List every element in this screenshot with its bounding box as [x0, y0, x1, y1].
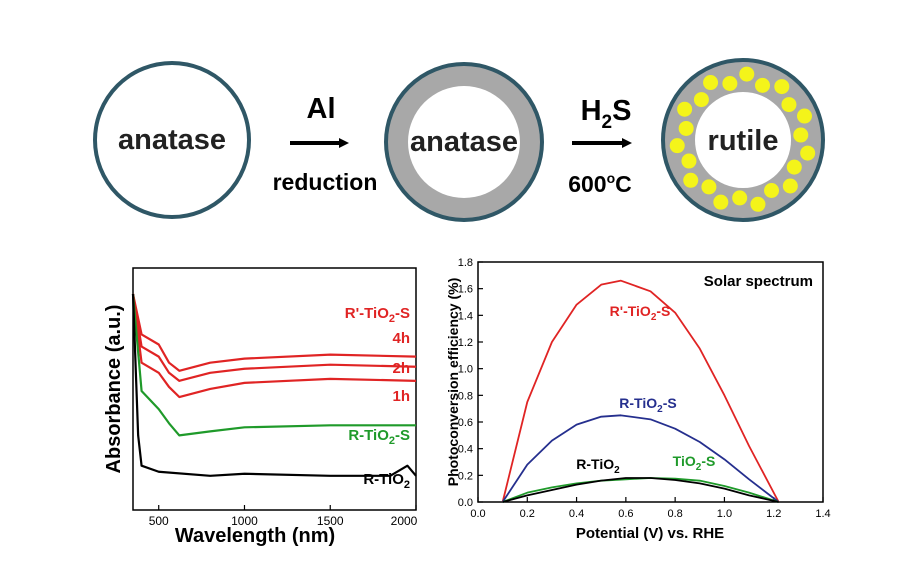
efficiency-line	[501, 279, 780, 503]
arrow2-top-label: H2S	[581, 95, 632, 133]
anatase-core	[408, 86, 520, 198]
y-tick-label: 1.8	[458, 257, 473, 269]
arrow2-bottom-label: 600oC	[568, 170, 632, 197]
series-label: R'-TiO2-S	[610, 303, 671, 323]
series-label: 4h	[392, 330, 410, 347]
series-label: 1h	[392, 388, 410, 405]
axis-ticks: 0.0 0.2 0.4 0.6 0.8 1.0 1.2 1.4 0.0 0.2 0.4 0.6 0.8 1…	[458, 257, 831, 520]
series-labels: R'-TiO2-S 4h 2h 1h R-TiO2-S R-TiO2	[345, 305, 410, 491]
efficiency-line	[502, 477, 779, 503]
series-label: R'-TiO2-S	[345, 305, 410, 325]
absorbance-line	[131, 293, 417, 477]
absorbance-line	[131, 293, 417, 372]
schematic: anatase Al reduction anatase H2S 600oC r…	[93, 58, 825, 222]
sulfurization-arrow: H2S 600oC	[568, 95, 632, 197]
x-tick-label: 0.6	[618, 508, 633, 520]
series-label: TiO2-S	[673, 453, 716, 473]
y-tick-label: 0.4	[458, 444, 473, 456]
series-label: R-TiO2	[576, 456, 620, 476]
sulfur-dot	[678, 120, 694, 136]
sulfur-dot	[722, 76, 738, 92]
anatase-particle: anatase	[93, 61, 251, 219]
sulfur-dot	[713, 194, 729, 210]
sulfur-dot	[786, 159, 802, 175]
anatase-shell-particle: anatase	[384, 62, 544, 222]
efficiency-series	[501, 279, 780, 503]
x-tick-label: 0.4	[569, 508, 584, 520]
y-tick-label: 0.6	[458, 417, 473, 429]
series-label: R-TiO2	[363, 471, 410, 491]
absorbance-series	[131, 293, 417, 477]
sulfur-dot	[739, 66, 755, 82]
y-axis-label: Photoconversion efficiency (%)	[445, 278, 461, 486]
x-tick-label: 0.0	[470, 508, 485, 520]
x-tick-label: 500	[149, 514, 169, 528]
y-tick-label: 1.2	[458, 337, 473, 349]
sulfur-dot	[703, 75, 719, 91]
sulfur-dot	[683, 172, 699, 188]
sulfur-dot	[781, 97, 797, 113]
absorbance-line	[131, 293, 417, 382]
absorbance-chart: 500 1000 1500 2000 R'-TiO2-S4h2h1hR-TiO2-SR…	[103, 267, 418, 547]
x-tick-label: 1000	[231, 514, 258, 528]
sulfur-dot	[677, 101, 693, 117]
efficiency-line	[501, 414, 780, 503]
absorbance-line	[131, 293, 417, 399]
series-label: R-TiO2-S	[619, 395, 676, 415]
step2-label: anatase	[410, 126, 518, 158]
arrow1-bottom-label: reduction	[273, 169, 378, 195]
y-tick-label: 0.0	[458, 497, 473, 509]
x-tick-label: 0.2	[520, 508, 535, 520]
rutile-core	[695, 92, 791, 188]
sulfur-dot	[800, 145, 816, 161]
rutile-particle: rutile	[661, 58, 825, 222]
x-axis-label: Potential (V) vs. RHE	[576, 525, 724, 542]
anatase-circle	[93, 61, 251, 219]
y-tick-label: 1.0	[458, 364, 473, 376]
sulfur-dot	[764, 183, 780, 199]
y-axis-label: Absorbance (a.u.)	[103, 305, 125, 474]
sulfur-dot	[681, 153, 697, 169]
x-tick-label: 1.0	[717, 508, 732, 520]
arrow1-top-label: Al	[307, 93, 336, 125]
sulfur-dot	[732, 190, 748, 206]
sulfur-dot	[750, 196, 766, 212]
plot-frame	[477, 261, 824, 503]
x-tick-label: 2000	[391, 514, 418, 528]
x-axis-ticks: 500 1000 1500 2000	[149, 505, 418, 528]
efficiency-chart: 0.0 0.2 0.4 0.6 0.8 1.0 1.2 1.4 0.0 0.2 0.4 0.6 0.8 1…	[445, 257, 831, 542]
sulfur-dots	[669, 66, 816, 212]
step1-label: anatase	[118, 124, 226, 156]
sulfur-dot	[774, 79, 790, 95]
x-tick-label: 1.2	[766, 508, 781, 520]
x-tick-label: 1500	[317, 514, 344, 528]
sulfur-dot	[693, 92, 709, 108]
series-labels: R'-TiO2-S R-TiO2-S TiO2-S R-TiO2	[576, 303, 715, 476]
plot-frame	[132, 267, 417, 511]
absorbance-line	[131, 293, 416, 437]
y-tick-label: 0.2	[458, 470, 473, 482]
sulfur-dot	[782, 178, 798, 194]
sulfur-dot	[701, 179, 717, 195]
reduction-arrow: Al reduction	[273, 93, 378, 195]
x-tick-label: 0.8	[667, 508, 682, 520]
y-tick-label: 0.8	[458, 390, 473, 402]
chart-title: Solar spectrum	[704, 273, 813, 290]
x-tick-label: 1.4	[815, 508, 830, 520]
sulfur-dot	[797, 108, 813, 124]
sulfur-dot	[754, 77, 770, 93]
sulfur-dot	[793, 127, 809, 143]
efficiency-line	[502, 477, 779, 503]
y-tick-label: 1.4	[458, 310, 473, 322]
y-tick-label: 1.6	[458, 284, 473, 296]
x-axis-label: Wavelength (nm)	[175, 525, 335, 547]
series-label: 2h	[392, 360, 410, 377]
step3-label: rutile	[708, 125, 779, 157]
series-label: R-TiO2-S	[348, 427, 410, 447]
sulfur-dot	[669, 138, 685, 154]
